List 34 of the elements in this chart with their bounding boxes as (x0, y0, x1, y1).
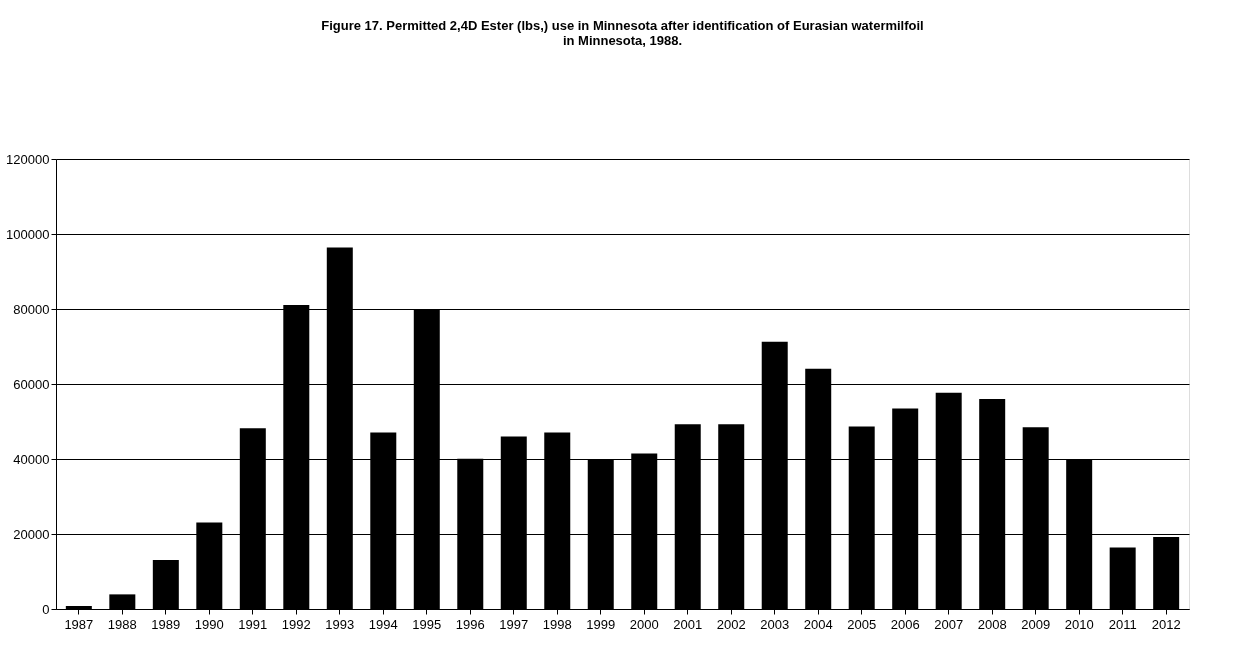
x-tick-label: 2007 (934, 616, 964, 632)
x-tick-label: 1991 (238, 616, 268, 632)
x-tick-label: 2011 (1108, 616, 1137, 632)
x-tick-label: 1993 (325, 616, 355, 632)
x-tick-label: 1989 (151, 616, 181, 632)
x-tick-label: 2012 (1151, 616, 1181, 632)
x-tick-label: 1997 (499, 616, 529, 632)
y-tick-label: 60000 (13, 376, 50, 392)
x-tick-label: 2002 (716, 616, 746, 632)
x-tick-label: 1992 (281, 616, 311, 632)
y-tick-label: 120000 (6, 151, 50, 167)
x-tick-label: 1998 (542, 616, 572, 632)
x-tick-label: 1994 (368, 616, 398, 632)
y-tick-label: 80000 (13, 301, 50, 317)
x-tick-label: 2000 (629, 616, 659, 632)
x-tick-label: 1988 (107, 616, 137, 632)
y-tick-label: 40000 (13, 451, 50, 467)
chart-title: Figure 17. Permitted 2,4D Ester (lbs,) use in Minnesota after identification of Eurasian watermilfoil in Minnesota, 1988. (321, 18, 924, 48)
x-tick-label: 2003 (760, 616, 790, 632)
x-tick-label: 1987 (64, 616, 94, 632)
x-tick-label: 2005 (847, 616, 877, 632)
x-tick-label: 1996 (455, 616, 485, 632)
x-tick-label: 1990 (194, 616, 224, 632)
x-tick-label: 2010 (1064, 616, 1094, 632)
x-tick-label: 2001 (673, 616, 703, 632)
y-tick-label: 20000 (13, 526, 50, 542)
y-tick-label: 100000 (6, 226, 50, 242)
x-tick-label: 1999 (586, 616, 616, 632)
x-tick-label: 2006 (890, 616, 920, 632)
x-tick-label: 1995 (412, 616, 442, 632)
x-tick-label: 2008 (977, 616, 1007, 632)
y-tick-label: 0 (42, 601, 50, 617)
x-tick-label: 2009 (1021, 616, 1051, 632)
x-tick-label: 2004 (803, 616, 833, 632)
